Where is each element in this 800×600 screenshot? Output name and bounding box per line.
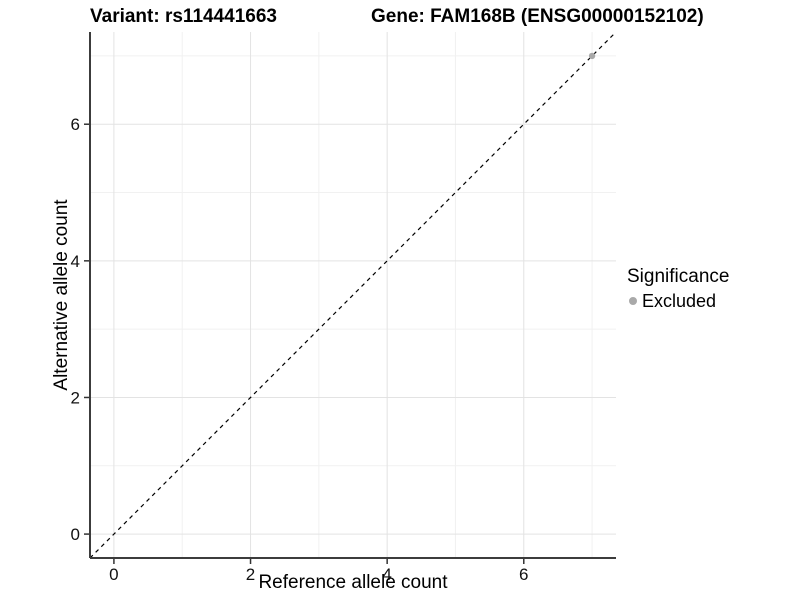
x-axis-title: Reference allele count: [258, 572, 448, 593]
y-axis-title: Alternative allele count: [51, 199, 72, 391]
identity-line: [90, 32, 616, 558]
legend: Significance Excluded: [627, 266, 729, 312]
y-tick-label: 6: [71, 115, 80, 134]
x-tick-label: 0: [109, 565, 118, 584]
data-point-excluded: [588, 52, 596, 60]
y-tick-label: 2: [71, 388, 80, 407]
y-tick-label: 0: [71, 525, 80, 544]
gene-title: Gene: FAM168B (ENSG00000152102): [371, 6, 704, 27]
y-tick-label: 4: [71, 252, 80, 271]
legend-items: Excluded: [627, 291, 729, 312]
x-tick-label: 2: [246, 565, 255, 584]
legend-title: Significance: [627, 266, 730, 287]
legend-dot-icon: [629, 297, 637, 306]
x-tick-label: 4: [382, 565, 391, 584]
legend-item-label: Excluded: [642, 290, 717, 311]
legend-item-excluded: Excluded: [627, 291, 729, 312]
x-tick-label: 6: [519, 565, 528, 584]
variant-title: Variant: rs114441663: [90, 6, 277, 27]
